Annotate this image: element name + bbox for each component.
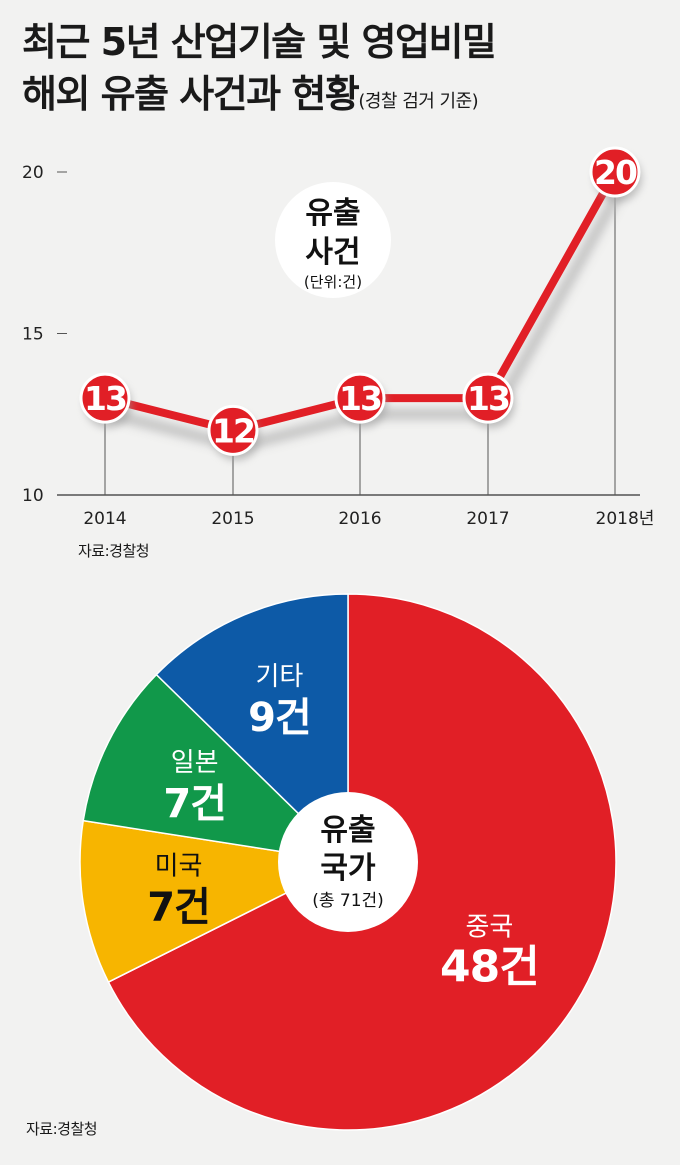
data-point-label-1: 12	[212, 411, 254, 450]
pie-slice-value-1: 7건	[147, 884, 210, 930]
pie-center-label-2: 국가	[320, 851, 376, 886]
line-center-label-2: 사건	[305, 235, 360, 270]
line-center-bubble	[275, 182, 391, 298]
line-chart-source: 자료:경찰청	[78, 542, 150, 560]
data-point-label-4: 20	[594, 153, 637, 192]
pie-slice-3	[155, 593, 349, 864]
y-tick-label-20: 20	[22, 163, 44, 183]
pie-slice-2	[82, 673, 351, 864]
chart-title: 최근 5년 산업기술 및 영업비밀 해외 유출 사건과 현황(경찰 검거 기준)	[22, 16, 662, 128]
title-line-2-text: 해외 유출 사건과 현황	[22, 72, 360, 116]
data-point-2	[334, 372, 386, 424]
x-tick-label-3: 2017	[466, 509, 509, 529]
data-point-label-3: 13	[467, 379, 509, 418]
data-point-3	[462, 372, 514, 424]
data-point-1	[207, 404, 259, 456]
data-point-0	[79, 372, 131, 424]
data-point-label-0: 13	[84, 379, 126, 418]
pie-slice-value-2: 7건	[163, 781, 226, 827]
title-criteria: (경찰 검거 기준)	[358, 91, 479, 112]
pie-center-bubble	[278, 792, 418, 932]
x-tick-label-0: 2014	[83, 509, 126, 529]
pie-chart-source: 자료:경찰청	[26, 1120, 98, 1138]
line-center-unit: (단위:건)	[304, 273, 362, 291]
title-line-2: 해외 유출 사건과 현황(경찰 검거 기준)	[22, 68, 662, 128]
data-point-4	[589, 146, 641, 198]
data-point-label-2: 13	[339, 379, 381, 418]
pie-slice-label-2: 일본	[171, 748, 219, 778]
x-tick-label-2: 2016	[338, 509, 381, 529]
pie-center-total: (총 71건)	[312, 891, 384, 911]
pie-slice-label-0: 중국	[465, 912, 513, 942]
pie-slice-label-1: 미국	[155, 851, 203, 881]
pie-center-label-1: 유출	[320, 813, 375, 848]
x-tick-label-1: 2015	[211, 509, 254, 529]
x-tick-label-4: 2018년	[596, 509, 655, 529]
pie-slice-label-3: 기타	[255, 662, 303, 692]
title-line-1: 최근 5년 산업기술 및 영업비밀	[22, 20, 497, 64]
line-center-label-1: 유출	[305, 196, 360, 231]
pie-slice-value-0: 48건	[440, 941, 539, 992]
y-tick-label-10: 10	[22, 486, 44, 506]
pie-slice-value-3: 9건	[248, 695, 311, 741]
y-tick-label-15: 15	[22, 325, 44, 345]
